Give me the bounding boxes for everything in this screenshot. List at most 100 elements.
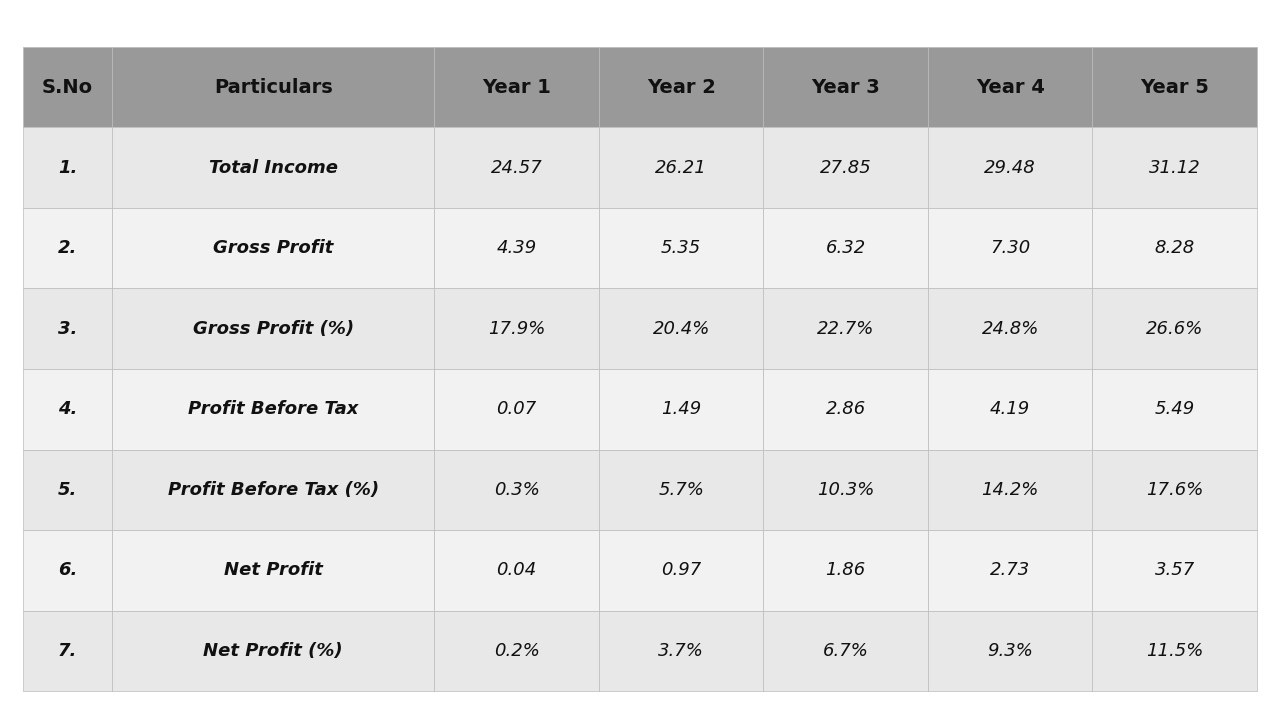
Bar — [599, 611, 763, 691]
Bar — [23, 127, 113, 208]
Bar — [763, 208, 928, 289]
Bar — [113, 47, 434, 127]
Bar — [928, 530, 1092, 611]
Bar — [113, 369, 434, 449]
Bar — [1092, 289, 1257, 369]
Text: 7.30: 7.30 — [989, 239, 1030, 257]
Text: 4.19: 4.19 — [989, 400, 1030, 418]
Bar — [928, 208, 1092, 289]
Bar — [113, 208, 434, 289]
Bar — [23, 208, 113, 289]
Bar — [599, 289, 763, 369]
Bar — [434, 369, 599, 449]
Text: 24.57: 24.57 — [490, 158, 543, 176]
Bar — [1092, 369, 1257, 449]
Bar — [928, 449, 1092, 530]
Bar — [23, 611, 113, 691]
Bar — [763, 611, 928, 691]
Text: 1.49: 1.49 — [660, 400, 701, 418]
Text: 9.3%: 9.3% — [987, 642, 1033, 660]
Bar — [928, 289, 1092, 369]
Text: 3.: 3. — [58, 320, 77, 338]
Bar — [23, 449, 113, 530]
Bar — [1092, 208, 1257, 289]
Text: Year 5: Year 5 — [1140, 78, 1210, 96]
Text: S.No: S.No — [42, 78, 93, 96]
Text: 0.2%: 0.2% — [494, 642, 540, 660]
Bar — [599, 208, 763, 289]
Bar — [434, 449, 599, 530]
Text: 6.: 6. — [58, 562, 77, 580]
Bar — [434, 289, 599, 369]
Bar — [23, 369, 113, 449]
Text: 14.2%: 14.2% — [982, 481, 1039, 499]
Bar — [763, 369, 928, 449]
Text: 26.21: 26.21 — [655, 158, 707, 176]
Bar — [928, 47, 1092, 127]
Bar — [1092, 530, 1257, 611]
Text: 24.8%: 24.8% — [982, 320, 1039, 338]
Text: Year 4: Year 4 — [975, 78, 1044, 96]
Bar — [113, 611, 434, 691]
Bar — [434, 47, 599, 127]
Bar — [599, 530, 763, 611]
Text: 5.49: 5.49 — [1155, 400, 1194, 418]
Text: 31.12: 31.12 — [1149, 158, 1201, 176]
Bar — [763, 47, 928, 127]
Text: 0.3%: 0.3% — [494, 481, 540, 499]
Text: 5.: 5. — [58, 481, 77, 499]
Bar — [434, 127, 599, 208]
Text: 2.73: 2.73 — [989, 562, 1030, 580]
Text: Profit Before Tax: Profit Before Tax — [188, 400, 358, 418]
Text: 0.04: 0.04 — [497, 562, 536, 580]
Bar — [1092, 449, 1257, 530]
Text: 4.: 4. — [58, 400, 77, 418]
Bar — [763, 127, 928, 208]
Text: 10.3%: 10.3% — [817, 481, 874, 499]
Bar — [763, 449, 928, 530]
Text: 17.6%: 17.6% — [1146, 481, 1203, 499]
Text: 0.07: 0.07 — [497, 400, 536, 418]
Text: 6.7%: 6.7% — [823, 642, 869, 660]
Text: 20.4%: 20.4% — [653, 320, 710, 338]
Text: 22.7%: 22.7% — [817, 320, 874, 338]
Bar — [928, 611, 1092, 691]
Text: Gross Profit (%): Gross Profit (%) — [193, 320, 353, 338]
Bar — [23, 530, 113, 611]
Text: Year 1: Year 1 — [483, 78, 552, 96]
Bar — [23, 47, 113, 127]
Text: 5.7%: 5.7% — [658, 481, 704, 499]
Text: Net Profit (%): Net Profit (%) — [204, 642, 343, 660]
Bar — [434, 611, 599, 691]
Text: Profit Before Tax (%): Profit Before Tax (%) — [168, 481, 379, 499]
Bar — [599, 449, 763, 530]
Text: 3.57: 3.57 — [1155, 562, 1194, 580]
Text: 27.85: 27.85 — [819, 158, 872, 176]
Bar — [928, 127, 1092, 208]
Bar — [434, 208, 599, 289]
Text: Particulars: Particulars — [214, 78, 333, 96]
Text: 4.39: 4.39 — [497, 239, 536, 257]
Text: 1.86: 1.86 — [826, 562, 865, 580]
Text: 8.28: 8.28 — [1155, 239, 1194, 257]
Bar — [599, 369, 763, 449]
Bar — [113, 530, 434, 611]
Bar — [23, 289, 113, 369]
Text: 7.: 7. — [58, 642, 77, 660]
Bar — [1092, 127, 1257, 208]
Text: 3.7%: 3.7% — [658, 642, 704, 660]
Text: Year 3: Year 3 — [812, 78, 881, 96]
Bar — [1092, 47, 1257, 127]
Bar — [113, 449, 434, 530]
Bar — [113, 289, 434, 369]
Bar — [763, 530, 928, 611]
Text: Total Income: Total Income — [209, 158, 338, 176]
Text: 6.32: 6.32 — [826, 239, 865, 257]
Text: Net Profit: Net Profit — [224, 562, 323, 580]
Text: Year 2: Year 2 — [646, 78, 716, 96]
Text: 2.: 2. — [58, 239, 77, 257]
Text: 26.6%: 26.6% — [1146, 320, 1203, 338]
Text: 0.97: 0.97 — [660, 562, 701, 580]
Text: 17.9%: 17.9% — [488, 320, 545, 338]
Bar — [599, 47, 763, 127]
